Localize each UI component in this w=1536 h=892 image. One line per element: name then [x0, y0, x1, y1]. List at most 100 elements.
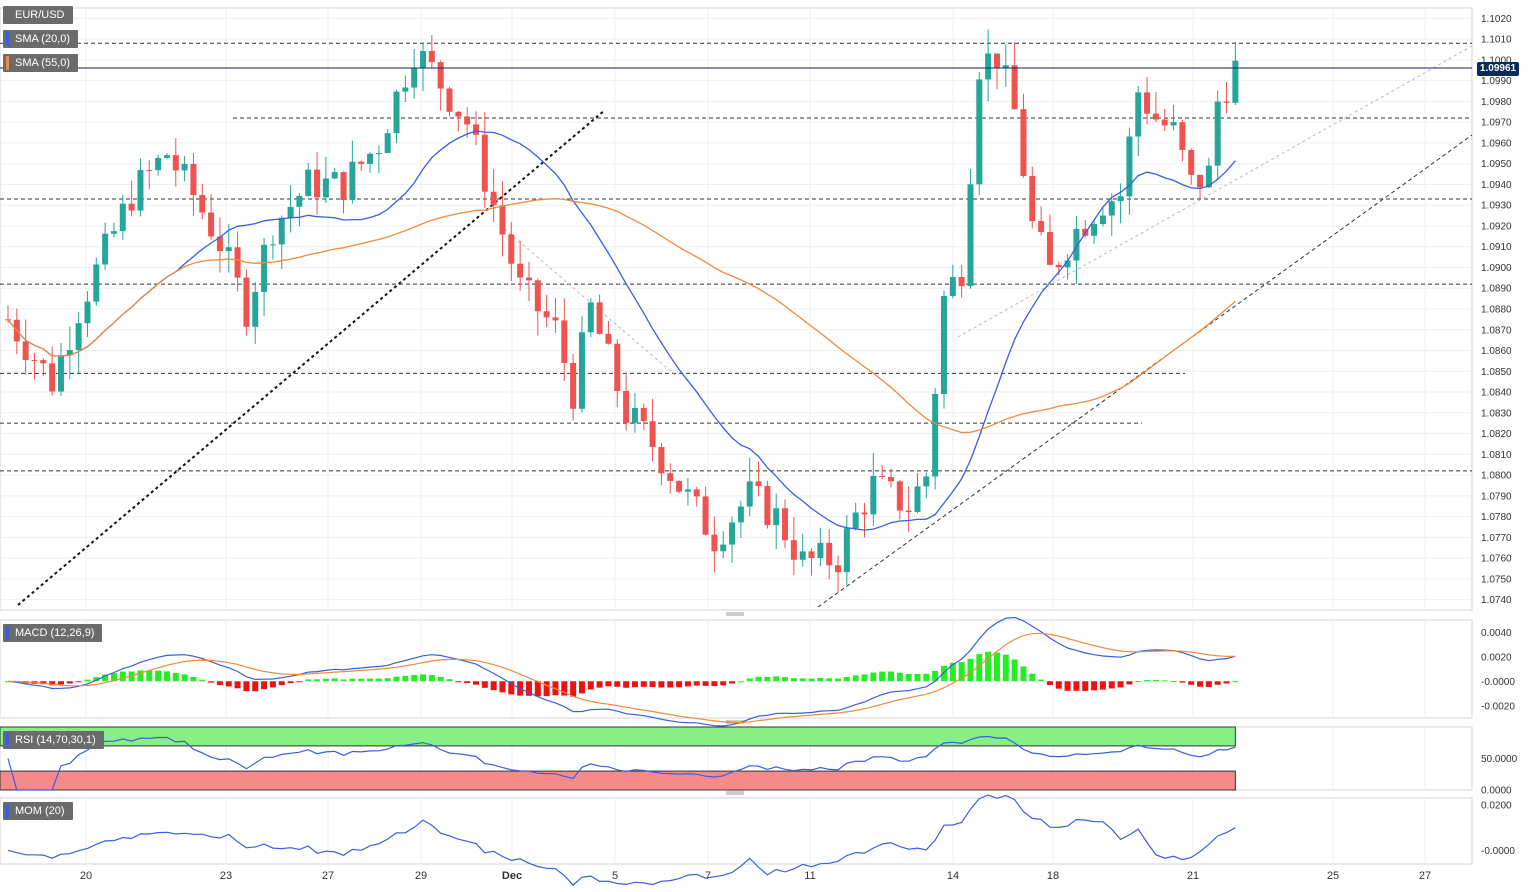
macd-histogram-bar: [852, 675, 859, 682]
price-tick-label: 1.0760: [1481, 554, 1512, 565]
candle-body: [234, 247, 241, 278]
rsi-oversold-zone: [0, 770, 1236, 791]
macd-histogram-bar: [296, 681, 303, 683]
candle-body: [155, 157, 162, 171]
macd-histogram-bar: [1135, 681, 1142, 683]
macd-histogram-bar: [914, 673, 921, 682]
macd-histogram-bar: [1161, 680, 1168, 682]
x-tick-label: 21: [1187, 870, 1199, 882]
price-tick-label: 1.0830: [1481, 408, 1512, 419]
macd-histogram-bar: [729, 681, 736, 684]
macd-histogram-bar: [411, 675, 418, 682]
legend-sma20[interactable]: SMA (20,0): [3, 30, 79, 48]
candle-body: [552, 317, 559, 321]
legend-rsi[interactable]: RSI (14,70,30,1): [3, 731, 104, 749]
candle-body: [764, 486, 771, 526]
macd-histogram-bar: [676, 681, 683, 688]
candle-body: [464, 116, 471, 125]
price-tick-label: 1.0930: [1481, 201, 1512, 212]
macd-histogram-bar: [525, 681, 532, 696]
macd-histogram-bar: [1117, 681, 1124, 688]
rsi-line: [7, 735, 1236, 791]
candle-body: [993, 53, 1000, 69]
macd-histogram-bar: [976, 654, 983, 682]
candle-body: [667, 473, 674, 481]
macd-histogram-bar: [314, 679, 321, 682]
candle-body: [261, 244, 268, 292]
macd-histogram-bar: [464, 681, 471, 684]
macd-histogram-bar: [1002, 654, 1009, 682]
price-tick-label: 1.0770: [1481, 533, 1512, 544]
candle-body: [967, 184, 974, 287]
x-tick-label: 27: [322, 870, 334, 882]
candle-body: [287, 206, 294, 218]
macd-histogram-bar: [949, 662, 956, 682]
legend-symbol[interactable]: EUR/USD: [3, 6, 73, 24]
macd-histogram-bar: [684, 681, 691, 687]
candle-body: [861, 512, 868, 515]
candle-body: [835, 565, 842, 573]
macd-histogram-bar: [667, 681, 674, 688]
candle-body: [517, 263, 524, 278]
candle-body: [976, 79, 983, 185]
macd-histogram-bar: [720, 681, 727, 686]
sma20-color-swatch: [6, 32, 9, 46]
candle-body: [437, 62, 444, 89]
candle-body: [146, 170, 153, 172]
macd-histogram-bar: [1038, 679, 1045, 682]
candle-body: [949, 277, 956, 297]
macd-histogram-bar: [490, 681, 497, 691]
legend-sma55[interactable]: SMA (55,0): [3, 54, 79, 72]
candle-body: [340, 172, 347, 201]
price-tick-label: 1.0780: [1481, 512, 1512, 523]
candle-body: [826, 542, 833, 566]
price-tick-label: 1.0820: [1481, 429, 1512, 440]
macd-histogram-bar: [340, 679, 347, 682]
candle-body: [190, 163, 197, 195]
candle-body: [561, 320, 568, 363]
macd-histogram-bar: [993, 652, 1000, 682]
mom-tick-label: 0.0200: [1481, 800, 1512, 811]
mom-color-swatch: [6, 804, 9, 818]
candle-body: [631, 407, 638, 423]
candle-body: [693, 489, 700, 497]
candle-body: [932, 393, 939, 477]
macd-histogram-bar: [1179, 681, 1186, 683]
candle-body: [1214, 101, 1221, 166]
candle-body: [985, 53, 992, 80]
macd-histogram-bar: [1055, 681, 1062, 689]
macd-histogram-bar: [1046, 681, 1053, 685]
trendline-channel-light: [957, 45, 1473, 338]
macd-histogram-bar: [322, 678, 329, 682]
macd-histogram-bar: [561, 681, 568, 696]
candle-body: [614, 343, 621, 391]
candle-body: [755, 481, 762, 487]
mom-tick-label: -0.0000: [1481, 846, 1515, 857]
macd-histogram-bar: [499, 681, 506, 693]
legend-macd[interactable]: MACD (12,26,9): [3, 624, 103, 642]
candle-body: [782, 508, 789, 541]
candle-body: [384, 133, 391, 154]
candle-body: [623, 390, 630, 423]
macd-histogram-bar: [252, 681, 259, 692]
legend-mom[interactable]: MOM (20): [3, 802, 73, 820]
macd-histogram-bar: [755, 676, 762, 682]
x-tick-label: Dec: [502, 870, 522, 882]
candle-body: [711, 534, 718, 552]
price-tick-label: 1.0910: [1481, 242, 1512, 253]
macd-histogram-bar: [1197, 681, 1204, 687]
macd-histogram-bar: [472, 681, 479, 685]
candle-body: [888, 477, 894, 482]
macd-histogram-bar: [367, 678, 374, 682]
macd-histogram-bar: [879, 671, 886, 682]
candle-body: [773, 508, 780, 526]
macd-histogram-bar: [305, 679, 312, 682]
macd-histogram-bar: [1091, 681, 1098, 691]
candle-body: [843, 528, 850, 573]
candle-body: [305, 169, 312, 196]
macd-histogram-bar: [137, 670, 144, 682]
macd-histogram-bar: [508, 681, 515, 695]
price-tick-label: 1.0870: [1481, 325, 1512, 336]
